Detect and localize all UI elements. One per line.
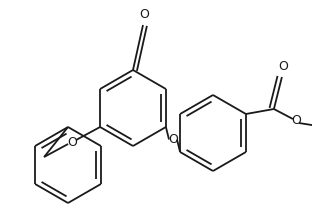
Text: O: O: [291, 115, 301, 128]
Text: O: O: [278, 60, 288, 73]
Text: O: O: [67, 135, 77, 148]
Text: O: O: [168, 133, 178, 146]
Text: O: O: [139, 9, 149, 22]
